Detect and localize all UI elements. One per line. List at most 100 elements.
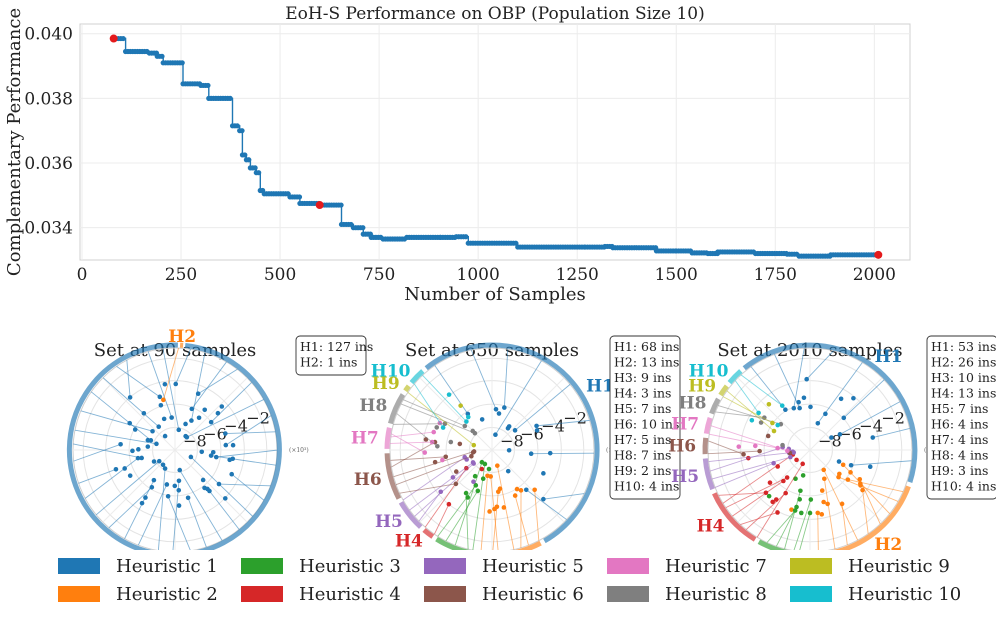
- polar-chart-3: Set at 2010 samples−2−4−6−8(×10³)H1H2H3H…: [668, 335, 996, 550]
- instance-point: [752, 443, 758, 449]
- angular-gridline: [737, 377, 811, 451]
- instance-point: [189, 406, 195, 412]
- x-tick-label: 1750: [754, 265, 797, 285]
- leader-line: [872, 428, 910, 438]
- leader-line: [424, 467, 467, 528]
- legend-item: Heuristic 6: [424, 580, 584, 608]
- instance-point: [431, 429, 437, 435]
- leader-line: [806, 350, 834, 380]
- instance-point: [464, 419, 469, 424]
- leader-line: [531, 452, 594, 455]
- instance-count-text: H6: 4 ins: [931, 417, 988, 432]
- angular-gridline: [809, 377, 883, 451]
- leader-line: [454, 462, 483, 546]
- leader-line: [434, 365, 469, 415]
- sector-arc: [742, 342, 918, 483]
- instance-point: [229, 471, 235, 477]
- sector-arc: [718, 384, 729, 397]
- leader-line: [823, 478, 836, 549]
- angular-gridline: [809, 449, 883, 523]
- legend-swatch: [790, 586, 832, 602]
- instance-point: [780, 442, 785, 448]
- leader-line: [722, 396, 773, 424]
- instance-point: [208, 453, 214, 458]
- instance-point: [775, 510, 780, 515]
- heuristic-label: H8: [679, 393, 707, 413]
- x-tick-label: 2000: [853, 265, 896, 285]
- leader-line: [766, 510, 796, 543]
- instance-point: [837, 471, 842, 477]
- heuristic-label: H10: [371, 361, 411, 381]
- instance-point: [141, 411, 147, 416]
- leader-line: [492, 491, 499, 550]
- angular-gridline: [419, 377, 493, 451]
- sector-arc: [398, 501, 423, 529]
- leader-line: [718, 492, 766, 496]
- instance-point: [749, 417, 755, 423]
- instance-point: [113, 466, 119, 472]
- instance-point: [837, 432, 843, 437]
- instance-point: [162, 433, 168, 439]
- instance-point: [770, 499, 775, 505]
- instance-point: [453, 469, 459, 474]
- instance-point: [156, 458, 162, 464]
- instance-point: [154, 441, 159, 447]
- leader-line: [843, 379, 885, 419]
- heuristic-label: H3: [424, 548, 452, 550]
- instance-point: [783, 490, 788, 496]
- leader-line: [391, 433, 425, 453]
- instance-point: [487, 509, 492, 514]
- leader-line: [390, 441, 433, 444]
- instance-point: [176, 487, 182, 493]
- series-point: [120, 35, 126, 42]
- legend-label: Heuristic 7: [665, 555, 767, 577]
- instance-point: [446, 392, 452, 397]
- instance-point: [532, 487, 537, 493]
- instance-point: [797, 405, 802, 411]
- leader-line: [73, 443, 142, 459]
- instance-point: [161, 416, 167, 422]
- instance-point: [815, 510, 821, 516]
- instance-point: [851, 395, 856, 401]
- instance-point: [443, 454, 449, 460]
- series-point: [463, 234, 469, 240]
- instance-point: [223, 442, 229, 448]
- instance-point: [767, 480, 773, 485]
- leader-line: [414, 463, 474, 517]
- instance-point: [205, 486, 210, 492]
- leader-line: [718, 405, 781, 425]
- leader-line: [722, 454, 794, 504]
- instance-count-text: H4: 3 ins: [614, 386, 671, 401]
- leader-line: [838, 476, 899, 502]
- leader-line: [126, 360, 131, 398]
- instance-point: [480, 476, 486, 481]
- leader-line: [73, 443, 121, 462]
- instance-point: [801, 395, 807, 401]
- y-tick-label: 0.034: [24, 219, 73, 239]
- instance-point: [162, 466, 168, 471]
- instance-point: [808, 497, 814, 502]
- radial-tick-label: −2: [563, 409, 587, 428]
- instance-point: [486, 466, 492, 472]
- sector-arc: [757, 539, 788, 550]
- instance-point: [765, 433, 771, 439]
- legend-item: Heuristic 3: [241, 552, 401, 580]
- instance-point: [797, 497, 802, 502]
- x-tick-label: 750: [363, 265, 395, 285]
- instance-point: [195, 391, 201, 397]
- leader-line: [175, 349, 191, 385]
- instance-point: [534, 423, 539, 429]
- x-tick-label: 1250: [556, 265, 599, 285]
- legend-label: Heuristic 1: [116, 555, 218, 577]
- series-point: [242, 152, 248, 158]
- instance-point: [836, 459, 842, 464]
- leader-line: [393, 423, 445, 425]
- legend-item: Heuristic 9: [790, 552, 950, 580]
- angular-gridline: [102, 449, 176, 523]
- leader-line: [390, 456, 446, 461]
- instance-point: [791, 450, 797, 455]
- instance-point: [766, 493, 772, 499]
- instance-point: [145, 437, 151, 443]
- leader-line: [422, 374, 467, 422]
- instance-count-text: H7: 4 ins: [931, 432, 988, 447]
